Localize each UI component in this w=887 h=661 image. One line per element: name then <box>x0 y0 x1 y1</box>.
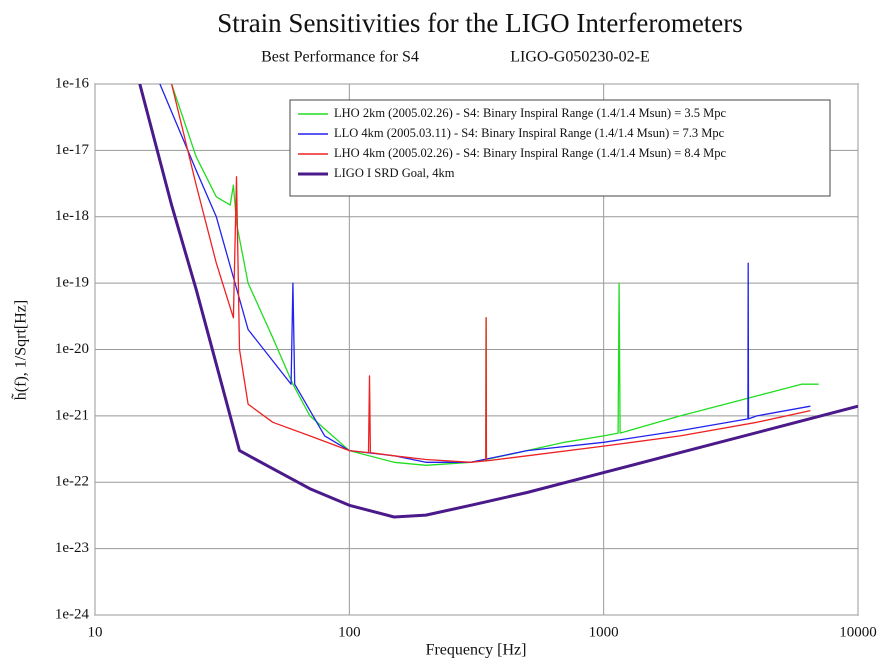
y-tick-label: 1e-21 <box>55 407 89 423</box>
y-tick-label: 1e-19 <box>55 275 89 291</box>
x-axis-label: Frequency [Hz] <box>426 642 527 659</box>
x-tick-label: 100 <box>338 624 361 640</box>
legend-box <box>289 99 831 197</box>
grid <box>94 83 859 616</box>
legend-label: LLO 4km (2005.03.11) - S4: Binary Inspir… <box>334 126 725 140</box>
y-tick-label: 1e-16 <box>55 75 90 91</box>
legend: LHO 2km (2005.02.26) - S4: Binary Inspir… <box>289 99 831 197</box>
x-tick-label: 10000 <box>839 624 877 640</box>
series-line <box>170 84 811 463</box>
document-id: LIGO-G050230-02-E <box>510 49 650 66</box>
legend-label: LHO 4km (2005.02.26) - S4: Binary Inspir… <box>334 146 727 160</box>
chart-title: Strain Sensitivities for the LIGO Interf… <box>217 8 743 38</box>
y-axis-label: h̃(f), 1/Sqrt[Hz] <box>11 300 30 400</box>
y-tick-label: 1e-22 <box>55 474 89 490</box>
y-tick-label: 1e-20 <box>55 341 89 357</box>
x-tick-label: 1000 <box>589 624 619 640</box>
legend-label: LHO 2km (2005.02.26) - S4: Binary Inspir… <box>334 106 727 120</box>
legend-label: LIGO I SRD Goal, 4km <box>334 166 455 180</box>
x-tick-label: 10 <box>88 624 103 640</box>
series-line <box>159 84 811 463</box>
chart-subtitle: Best Performance for S4 <box>261 49 419 66</box>
series-line <box>138 84 858 519</box>
y-tick-label: 1e-24 <box>55 606 90 622</box>
lines <box>138 84 858 519</box>
y-tick-label: 1e-17 <box>55 142 90 158</box>
y-tick-label: 1e-23 <box>55 540 89 556</box>
y-tick-label: 1e-18 <box>55 208 89 224</box>
